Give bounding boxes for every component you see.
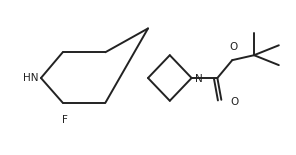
Text: O: O — [230, 97, 239, 107]
Text: N: N — [194, 74, 202, 84]
Text: HN: HN — [23, 73, 39, 83]
Text: F: F — [62, 115, 68, 125]
Text: O: O — [229, 42, 237, 52]
